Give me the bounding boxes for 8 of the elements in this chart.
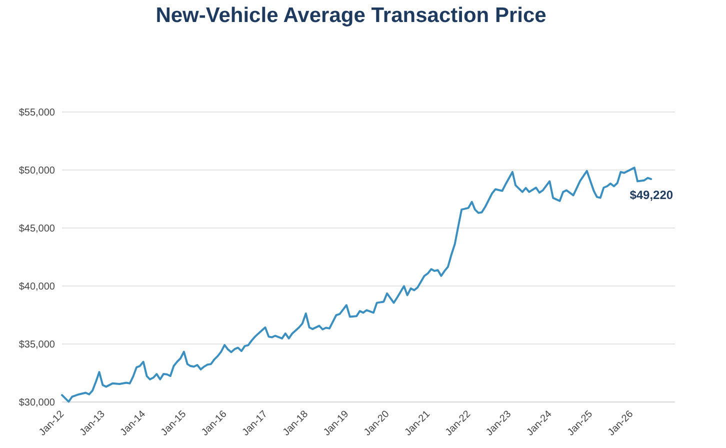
y-tick-label: $30,000 [18,398,56,408]
y-tick-label: $35,000 [18,340,56,350]
y-tick-label: $40,000 [18,282,56,292]
y-tick-label: $55,000 [18,108,56,118]
annotation: $49,220 [630,188,674,202]
y-tick-label: $45,000 [18,224,56,234]
chart-title: New-Vehicle Average Transaction Price [156,4,546,27]
y-tick-label: $50,000 [18,166,56,176]
